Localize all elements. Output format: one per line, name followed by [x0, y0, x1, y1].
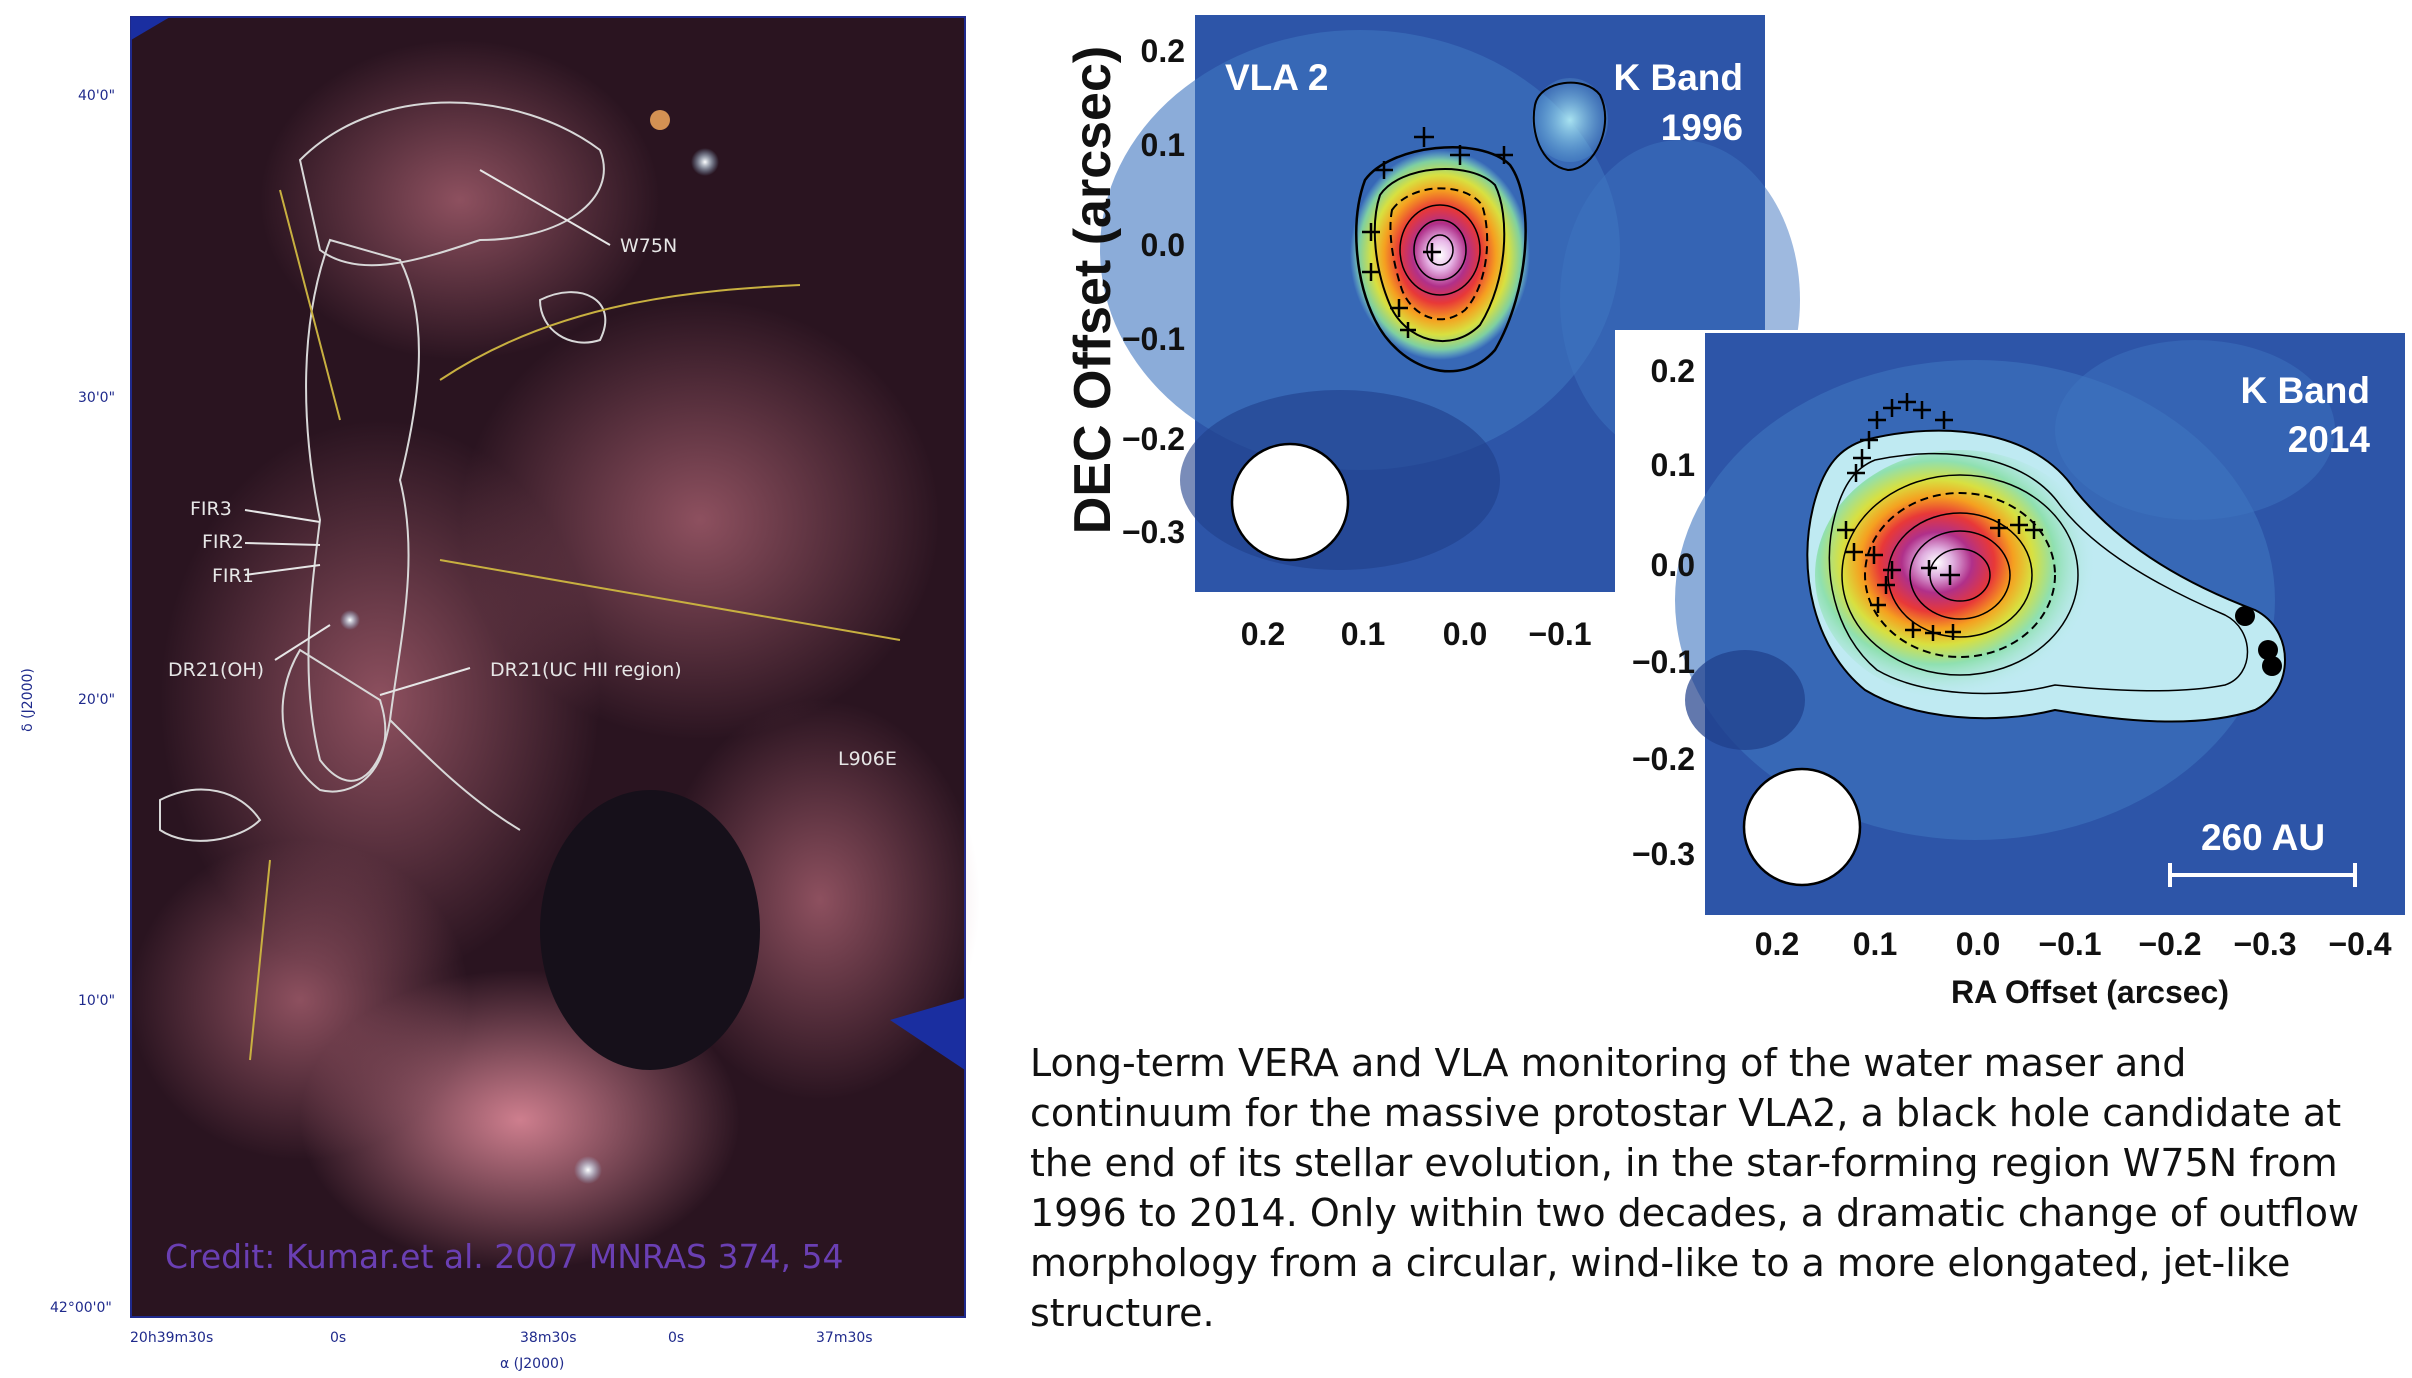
- y-tick-1996-0.1: 0.1: [1141, 127, 1185, 163]
- ra-offset-axis-title: RA Offset (arcsec): [1951, 974, 2229, 1010]
- maser-markers-1996: [1362, 127, 1513, 338]
- x-tick-1996-m0.1: −0.1: [1528, 616, 1591, 652]
- ra-tick-0b: 0s: [668, 1330, 684, 1346]
- label-fir3: FIR3: [190, 498, 232, 520]
- label-fir1: FIR1: [212, 565, 254, 587]
- x-tick-2014-m0.3: −0.3: [2233, 926, 2296, 962]
- x-tick-1996-0.1: 0.1: [1341, 616, 1385, 652]
- dec-offset-axis-title: DEC Offset (arcsec): [1064, 46, 1122, 534]
- y-tick-2014-m0.1: −0.1: [1632, 644, 1695, 680]
- label-dr21-oh: DR21(OH): [168, 659, 264, 681]
- x-tick-2014-m0.2: −0.2: [2138, 926, 2201, 962]
- x-tick-2014-m0.4: −0.4: [2328, 926, 2391, 962]
- y-tick-1996-m0.1: −0.1: [1122, 321, 1185, 357]
- kband-label-1996: K Band: [1614, 57, 1744, 98]
- x-tick-2014-0.0: 0.0: [1956, 926, 2000, 962]
- dec-tick-30: 30'0": [78, 390, 115, 406]
- year-label-2014: 2014: [2288, 419, 2371, 460]
- y-tick-1996-0.2: 0.2: [1141, 33, 1185, 69]
- scale-bar: [2168, 863, 2357, 887]
- label-w75n: W75N: [620, 235, 677, 257]
- x-tick-2014-m0.1: −0.1: [2038, 926, 2101, 962]
- label-dr21-uc: DR21(UC HII region): [490, 659, 682, 681]
- y-tick-1996-0.0: 0.0: [1141, 227, 1185, 263]
- credit-text: Credit: Kumar.et al. 2007 MNRAS 374, 54: [165, 1237, 843, 1276]
- y-tick-2014-0.2: 0.2: [1651, 353, 1695, 389]
- label-l906e: L906E: [838, 748, 897, 770]
- x-tick-2014-0.2: 0.2: [1755, 926, 1799, 962]
- vla2-1996-panel: VLA 2 K Band 1996 0.2 0.1 0.0 −0.1 −0.2 …: [1040, 0, 1920, 660]
- x-tick-2014-0.1: 0.1: [1853, 926, 1897, 962]
- ra-tick-0a: 0s: [330, 1330, 346, 1346]
- dec-tick-40: 40'0": [78, 88, 115, 104]
- y-tick-2014-0.1: 0.1: [1651, 447, 1695, 483]
- y-tick-1996-m0.2: −0.2: [1122, 421, 1185, 457]
- vla2-2014-panel: 260 AU K Band 2014 0.2 0.1 0.0 −0.1 −0.2…: [1615, 330, 2412, 1020]
- x-tick-1996-0.2: 0.2: [1241, 616, 1285, 652]
- ra-tick-37m30: 37m30s: [816, 1330, 873, 1346]
- y-tick-2014-0.0: 0.0: [1651, 547, 1695, 583]
- dec-tick-20: 20'0": [78, 692, 115, 708]
- dec-tick-42-00: 42°00'0": [50, 1300, 112, 1316]
- vla2-label: VLA 2: [1225, 57, 1328, 98]
- year-label-1996: 1996: [1661, 107, 1743, 148]
- ra-axis-label: α (J2000): [500, 1356, 564, 1372]
- dec-axis-label: δ (J2000): [20, 668, 36, 732]
- ra-tick-39m30: 20h39m30s: [130, 1330, 213, 1346]
- maser-markers-2014: [1837, 393, 2043, 641]
- figure-caption: Long-term VERA and VLA monitoring of the…: [1030, 1041, 2360, 1335]
- w75n-dr21-infrared-figure: W75N FIR3 FIR2 FIR1 DR21(OH) DR21(UC HII…: [0, 0, 990, 1378]
- scale-bar-label: 260 AU: [2201, 817, 2325, 858]
- x-tick-1996-0.0: 0.0: [1443, 616, 1487, 652]
- y-tick-2014-m0.2: −0.2: [1632, 741, 1695, 777]
- kband-label-2014: K Band: [2241, 370, 2371, 411]
- y-tick-2014-m0.3: −0.3: [1632, 836, 1695, 872]
- label-fir2: FIR2: [202, 531, 244, 553]
- y-tick-1996-m0.3: −0.3: [1122, 514, 1185, 550]
- dec-tick-10: 10'0": [78, 993, 115, 1009]
- ra-tick-38m30: 38m30s: [520, 1330, 577, 1346]
